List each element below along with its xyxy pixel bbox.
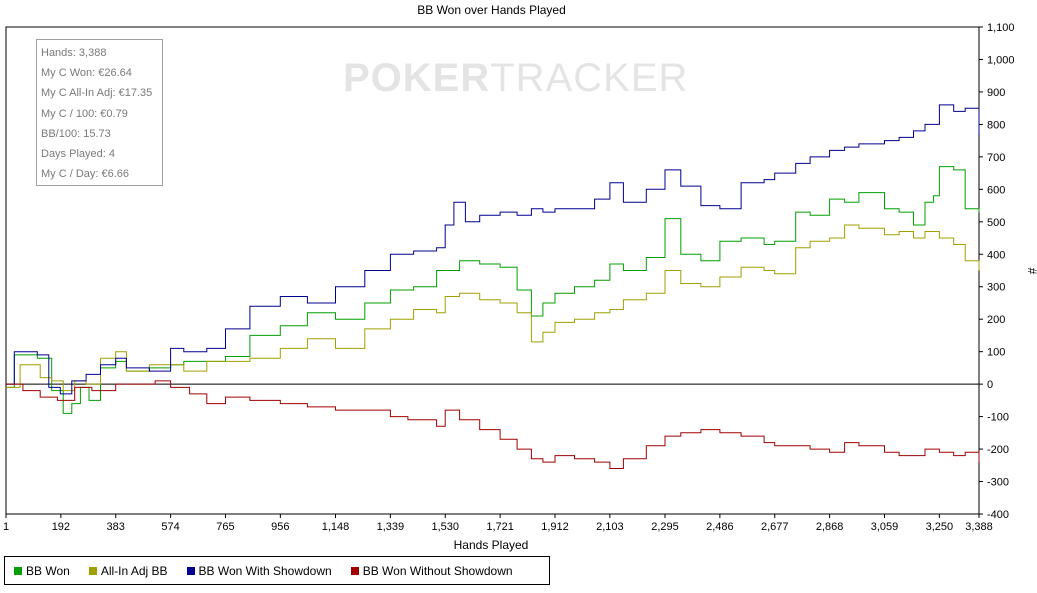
x-tick-label: 956: [271, 521, 289, 533]
chart-legend: BB Won All-In Adj BB BB Won With Showdow…: [4, 556, 550, 585]
legend-item-all-in-adj-bb[interactable]: All-In Adj BB: [88, 563, 168, 578]
y-tick-label: 100: [987, 347, 1005, 359]
x-tick-label: 1,339: [377, 521, 405, 533]
legend-item-bb-won-with-showdown[interactable]: BB Won With Showdown: [186, 563, 332, 578]
series-line-bb-won-without-showdown: [6, 380, 980, 469]
y-tick-label: -300: [987, 477, 1009, 489]
y-tick-label: -200: [987, 444, 1009, 456]
x-tick-label: 765: [216, 521, 234, 533]
x-tick-label: 192: [52, 521, 70, 533]
x-tick-label: 574: [161, 521, 179, 533]
x-tick-label: 3,388: [965, 521, 993, 533]
x-tick-label: 2,295: [651, 521, 679, 533]
ticks-layer: 1 192 383 574 765 956 1,148 1,339 1,530 1,721 1,91…: [3, 22, 1015, 533]
legend-label-bb-won-without-showdown: BB Won Without Showdown: [362, 563, 513, 578]
y-tick-label: 1,000: [987, 54, 1015, 66]
chart-title: BB Won over Hands Played: [417, 3, 566, 17]
series-line-bb-won: [6, 166, 980, 414]
legend-swatch-bb-won: [14, 566, 22, 575]
stat-days-played: Days Played: 4: [41, 147, 115, 160]
x-tick-label: 3,059: [871, 521, 899, 533]
y-tick-label: 400: [987, 249, 1005, 261]
x-tick-label: 1,530: [431, 521, 459, 533]
y-tick-label: 700: [987, 152, 1005, 164]
y-tick-label: 600: [987, 184, 1005, 196]
y-tick-label: 800: [987, 119, 1005, 131]
watermark-bold-text: POKER: [343, 56, 491, 100]
watermark-thin-text: TRACKER: [490, 56, 689, 100]
y-tick-label: 300: [987, 282, 1005, 294]
y-tick-label: 200: [987, 314, 1005, 326]
y-tick-label: -400: [987, 509, 1009, 521]
y-tick-label: 1,100: [987, 22, 1015, 34]
legend-item-bb-won-without-showdown[interactable]: BB Won Without Showdown: [350, 563, 513, 578]
legend-label-bb-won: BB Won: [26, 563, 70, 578]
x-tick-label: 1: [3, 521, 9, 533]
x-tick-label: 1,721: [486, 521, 514, 533]
legend-label-bb-won-with-showdown: BB Won With Showdown: [198, 563, 332, 578]
legend-swatch-all-in-adj-bb: [88, 566, 97, 575]
x-tick-label: 1,148: [322, 521, 350, 533]
stats-box: Hands: 3,388 My C Won: €26.64 My C All-I…: [36, 39, 163, 186]
y-tick-label: 0: [987, 379, 993, 391]
stat-per-100: My C / 100: €0.79: [41, 107, 128, 120]
legend-swatch-bb-won-without-showdown: [350, 566, 359, 575]
y-tick-label: -100: [987, 412, 1009, 424]
stat-all-in-adj: My C All-In Adj: €17.35: [41, 87, 153, 100]
x-tick-label: 1,912: [541, 521, 569, 533]
x-tick-label: 3,250: [926, 521, 954, 533]
series-layer: [6, 104, 980, 469]
pokertracker-watermark-logo: POKERTRACKER: [343, 56, 688, 101]
y-axis-title: #: [1025, 268, 1037, 275]
legend-item-bb-won[interactable]: BB Won: [14, 564, 70, 578]
stat-bb-per-100: BB/100: 15.73: [41, 127, 111, 140]
y-tick-label: 500: [987, 217, 1005, 229]
x-tick-label: 383: [107, 521, 125, 533]
x-tick-label: 2,103: [596, 521, 624, 533]
stat-per-day: My C / Day: €6.66: [41, 168, 130, 181]
x-axis-title: Hands Played: [454, 538, 529, 552]
x-tick-label: 2,868: [816, 521, 844, 533]
stat-hands: Hands: 3,388: [41, 47, 107, 59]
x-tick-label: 2,486: [706, 521, 734, 533]
legend-label-all-in-adj-bb: All-In Adj BB: [100, 563, 168, 578]
x-tick-label: 2,677: [761, 521, 789, 533]
series-line-all-in-adj-bb: [6, 224, 980, 392]
legend-swatch-bb-won-with-showdown: [186, 566, 195, 575]
series-line-bb-won-with-showdown: [6, 104, 980, 395]
stat-won: My C Won: €26.64: [41, 67, 132, 80]
y-tick-label: 900: [987, 87, 1005, 99]
